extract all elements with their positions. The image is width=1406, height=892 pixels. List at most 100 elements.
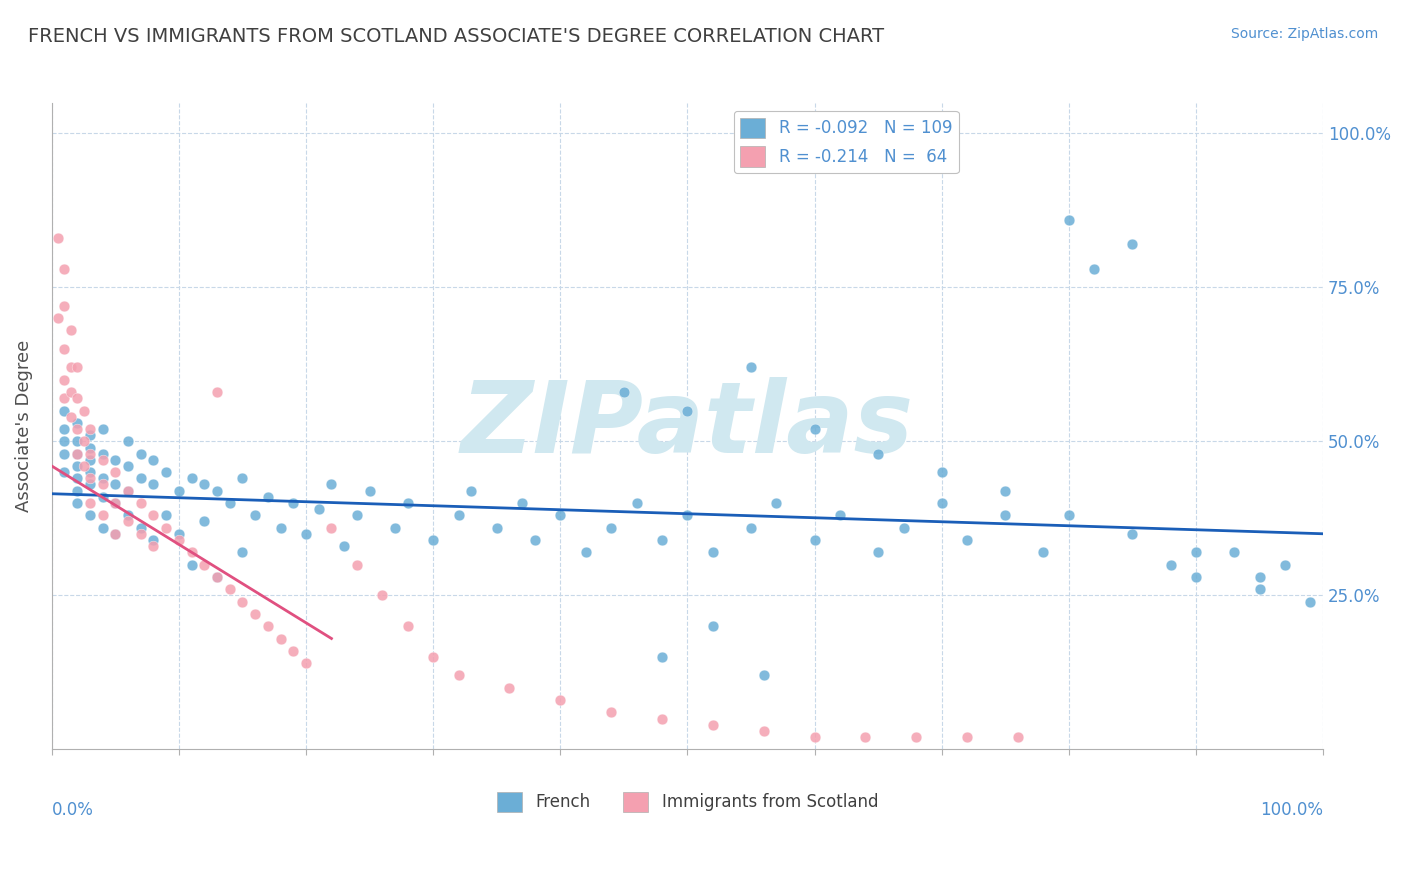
Point — [283, 496, 305, 510]
Point — [855, 730, 877, 744]
Point — [53, 403, 76, 417]
Point — [1083, 261, 1105, 276]
Point — [53, 434, 76, 449]
Point — [218, 582, 240, 597]
Point — [91, 490, 114, 504]
Point — [205, 570, 228, 584]
Point — [803, 533, 825, 547]
Point — [180, 545, 202, 559]
Point — [79, 465, 101, 479]
Point — [117, 434, 139, 449]
Point — [270, 520, 292, 534]
Point — [91, 477, 114, 491]
Point — [994, 508, 1017, 523]
Point — [231, 471, 253, 485]
Point — [295, 526, 318, 541]
Point — [91, 520, 114, 534]
Point — [59, 409, 82, 424]
Point — [752, 668, 775, 682]
Point — [155, 465, 177, 479]
Point — [218, 496, 240, 510]
Point — [66, 483, 89, 498]
Point — [91, 508, 114, 523]
Point — [1121, 237, 1143, 252]
Point — [205, 570, 228, 584]
Point — [66, 471, 89, 485]
Point — [53, 299, 76, 313]
Point — [1185, 545, 1208, 559]
Point — [180, 471, 202, 485]
Point — [257, 490, 280, 504]
Point — [155, 520, 177, 534]
Point — [91, 453, 114, 467]
Point — [180, 558, 202, 572]
Point — [422, 650, 444, 665]
Point — [613, 385, 636, 400]
Point — [72, 403, 94, 417]
Point — [53, 342, 76, 356]
Point — [359, 483, 381, 498]
Point — [868, 545, 890, 559]
Point — [66, 360, 89, 375]
Point — [308, 502, 330, 516]
Point — [1274, 558, 1296, 572]
Point — [651, 533, 673, 547]
Point — [142, 477, 165, 491]
Point — [396, 496, 419, 510]
Point — [79, 477, 101, 491]
Point — [193, 477, 215, 491]
Point — [155, 508, 177, 523]
Point — [1032, 545, 1054, 559]
Point — [104, 496, 127, 510]
Point — [53, 465, 76, 479]
Point — [79, 508, 101, 523]
Point — [651, 650, 673, 665]
Point — [460, 483, 482, 498]
Point — [117, 508, 139, 523]
Point — [104, 453, 127, 467]
Point — [740, 520, 762, 534]
Point — [321, 477, 343, 491]
Point — [931, 465, 953, 479]
Point — [66, 447, 89, 461]
Point — [295, 656, 318, 670]
Text: 0.0%: 0.0% — [52, 801, 94, 819]
Point — [1160, 558, 1182, 572]
Text: FRENCH VS IMMIGRANTS FROM SCOTLAND ASSOCIATE'S DEGREE CORRELATION CHART: FRENCH VS IMMIGRANTS FROM SCOTLAND ASSOC… — [28, 27, 884, 45]
Point — [104, 477, 127, 491]
Point — [396, 619, 419, 633]
Point — [1299, 594, 1322, 608]
Point — [333, 539, 356, 553]
Point — [79, 441, 101, 455]
Point — [53, 373, 76, 387]
Point — [205, 385, 228, 400]
Point — [66, 422, 89, 436]
Point — [931, 496, 953, 510]
Legend: French, Immigrants from Scotland: French, Immigrants from Scotland — [489, 785, 884, 819]
Point — [600, 706, 623, 720]
Point — [346, 558, 368, 572]
Y-axis label: Associate's Degree: Associate's Degree — [15, 340, 32, 512]
Point — [447, 668, 470, 682]
Point — [66, 416, 89, 430]
Point — [676, 403, 699, 417]
Point — [243, 607, 266, 621]
Point — [72, 434, 94, 449]
Point — [129, 526, 152, 541]
Point — [91, 471, 114, 485]
Point — [651, 712, 673, 726]
Point — [59, 323, 82, 337]
Point — [1007, 730, 1029, 744]
Point — [66, 391, 89, 405]
Point — [1249, 582, 1271, 597]
Point — [765, 496, 787, 510]
Point — [447, 508, 470, 523]
Point — [740, 360, 762, 375]
Point — [104, 496, 127, 510]
Point — [346, 508, 368, 523]
Point — [91, 422, 114, 436]
Point — [803, 730, 825, 744]
Point — [91, 447, 114, 461]
Point — [1223, 545, 1246, 559]
Point — [79, 471, 101, 485]
